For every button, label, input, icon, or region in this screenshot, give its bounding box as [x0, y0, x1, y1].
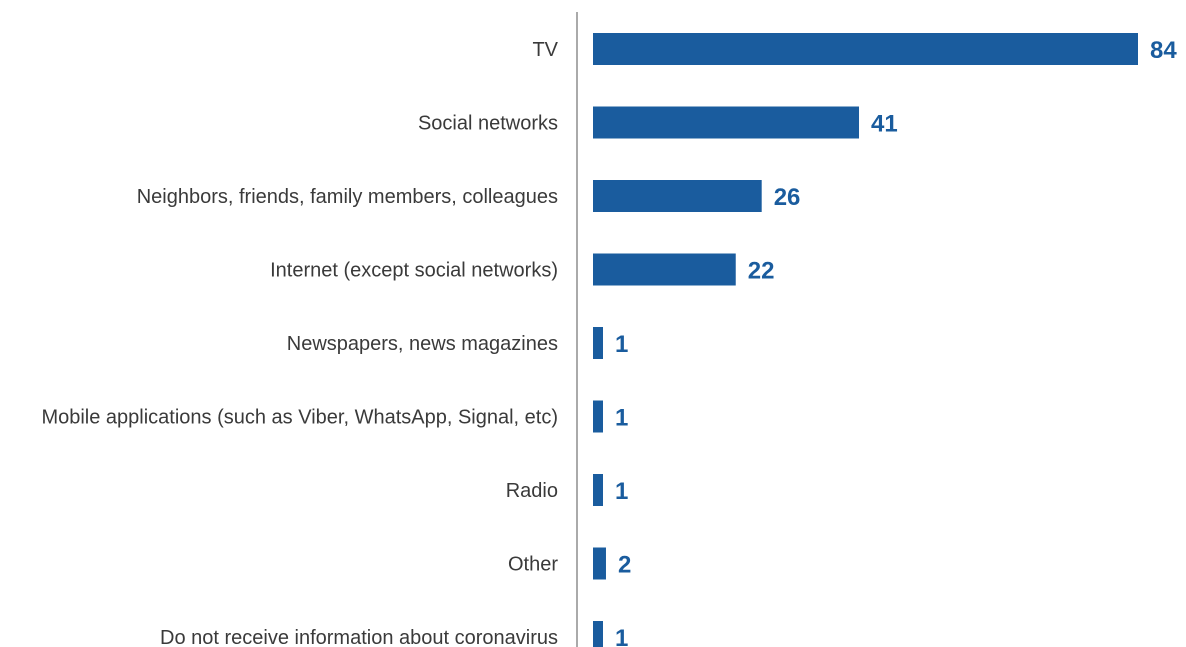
value-label: 84	[1150, 37, 1177, 64]
bar	[593, 253, 736, 286]
category-label: Newspapers, news magazines	[287, 333, 558, 355]
bars	[593, 33, 1138, 647]
bar	[593, 180, 762, 212]
bar	[593, 474, 603, 506]
category-label: Other	[508, 554, 558, 576]
category-label: Radio	[506, 480, 558, 502]
value-label: 1	[615, 478, 628, 505]
bar	[593, 106, 860, 139]
value-label: 2	[618, 552, 631, 579]
value-label: 1	[615, 331, 628, 358]
value-label: 41	[871, 111, 898, 138]
value-label: 26	[774, 184, 801, 211]
value-labels: 84 41 26 22 1 1 1 2 1	[615, 37, 1177, 647]
bar	[593, 33, 1138, 65]
bar	[593, 400, 603, 433]
category-labels: TV Social networks Neighbors, friends, fam…	[41, 39, 558, 647]
category-label: Social networks	[418, 113, 558, 135]
bar	[593, 327, 603, 359]
bar	[593, 621, 603, 647]
value-label: 22	[748, 258, 775, 285]
category-label: Neighbors, friends, family members, coll…	[137, 186, 558, 208]
category-label: Mobile applications (such as Viber, What…	[41, 407, 558, 429]
category-label: Internet (except social networks)	[270, 260, 558, 282]
category-label: Do not receive information about coronav…	[160, 627, 558, 647]
value-label: 1	[615, 625, 628, 647]
category-label: TV	[532, 39, 558, 61]
value-label: 1	[615, 405, 628, 432]
bar	[593, 547, 606, 580]
